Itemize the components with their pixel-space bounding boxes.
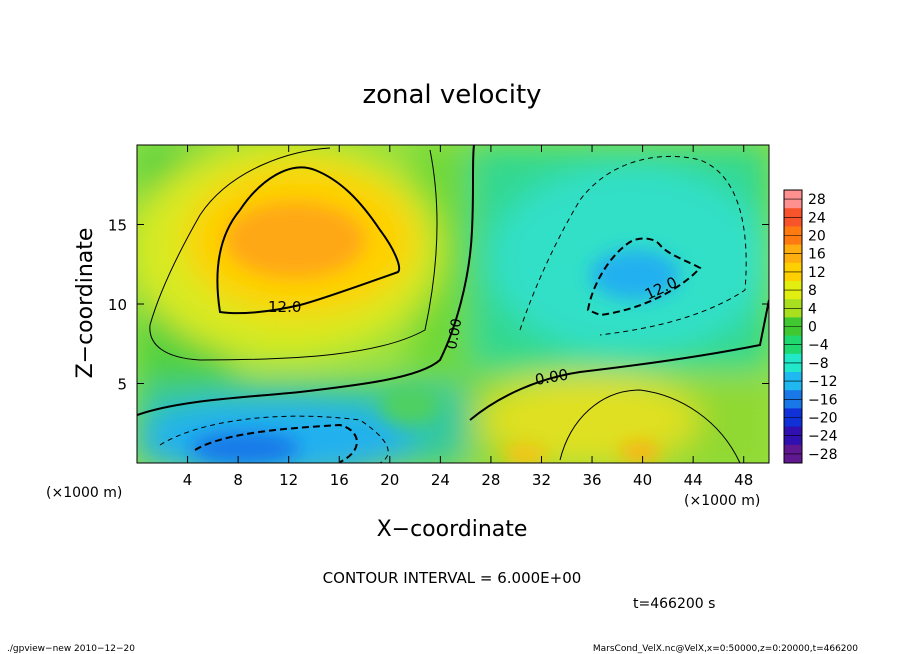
x-tick-label: 28 — [481, 471, 500, 489]
colorbar-label: −4 — [808, 338, 829, 354]
y-axis-title: Z−coordinate — [73, 228, 98, 379]
contour-label: 12.0 — [268, 298, 301, 316]
x-axis-ticks: 4 8 12 16 20 24 28 32 36 40 44 48 — [183, 145, 753, 489]
x-unit-right: (×1000 m) — [684, 493, 760, 509]
colorbar-label: −8 — [808, 356, 829, 372]
colorbar-label: 16 — [808, 247, 826, 263]
footer-right: MarsCond_VelX.nc@VelX,x=0:50000,z=0:2000… — [593, 644, 858, 654]
chart-title: zonal velocity — [362, 80, 541, 110]
x-axis-title: X−coordinate — [377, 517, 528, 542]
x-tick-label: 20 — [380, 471, 399, 489]
x-unit-left: (×1000 m) — [46, 485, 122, 501]
x-tick-label: 44 — [684, 471, 703, 489]
y-tick-label: 10 — [108, 296, 127, 314]
footer-left: ./gpview−new 2010−12−20 — [7, 644, 135, 654]
colorbar-label: 20 — [808, 229, 826, 245]
x-tick-label: 40 — [633, 471, 652, 489]
contour-interval: CONTOUR INTERVAL = 6.000E+00 — [323, 569, 582, 587]
colorbar-label: 0 — [808, 320, 817, 336]
y-tick-label: 5 — [117, 376, 127, 394]
contour-label: 0.00 — [534, 365, 570, 389]
x-tick-label: 48 — [734, 471, 753, 489]
x-tick-label: 36 — [582, 471, 601, 489]
time-stamp: t=466200 s — [633, 596, 715, 612]
y-tick-label: 15 — [108, 217, 127, 235]
x-tick-label: 24 — [431, 471, 450, 489]
x-tick-label: 8 — [233, 471, 243, 489]
x-tick-label: 4 — [183, 471, 193, 489]
x-tick-label: 16 — [330, 471, 349, 489]
colorbar-label: 28 — [808, 192, 826, 208]
colorbar-label: 24 — [808, 210, 826, 226]
colorbar-label: −24 — [808, 429, 838, 445]
x-tick-label: 12 — [279, 471, 298, 489]
colorbar-label: −16 — [808, 392, 838, 408]
colorbar-label: −20 — [808, 411, 838, 427]
colorbar-label: 12 — [808, 265, 826, 281]
velocity-field — [137, 145, 769, 463]
y-axis-ticks: 5 10 15 — [108, 217, 769, 394]
colorbar: 28 24 20 16 12 8 4 0 −4 −8 −12 −16 −20 −24 −28 — [783, 189, 838, 464]
contour-label: 0.00 — [444, 317, 465, 350]
colorbar-label: 4 — [808, 301, 817, 317]
colorbar-label: 8 — [808, 283, 817, 299]
x-tick-label: 32 — [532, 471, 551, 489]
colorbar-label: −12 — [808, 374, 838, 390]
colorbar-label: −28 — [808, 447, 838, 463]
